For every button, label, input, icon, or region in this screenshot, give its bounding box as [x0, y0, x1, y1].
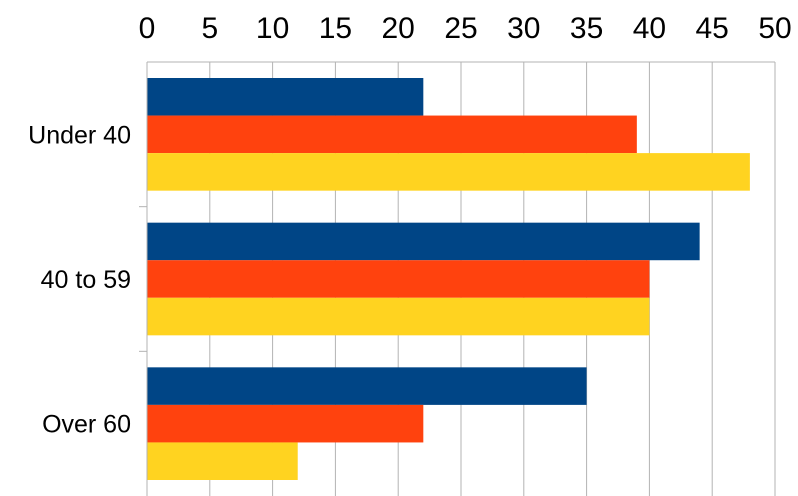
x-tick-label-50: 50: [758, 12, 791, 45]
bar-under-40-series-3: [147, 153, 750, 191]
bar-over-60-series-3: [147, 442, 298, 480]
x-tick-label-35: 35: [570, 12, 603, 45]
x-tick-label-0: 0: [139, 12, 156, 45]
bar-40-to-59-series-1: [147, 222, 700, 261]
category-label-40-to-59: 40 to 59: [41, 266, 131, 294]
x-tick-label-40: 40: [633, 12, 666, 45]
x-tick-label-45: 45: [696, 12, 729, 45]
x-tick-label-30: 30: [507, 12, 540, 45]
x-tick-labels: 0 5 10 15 20 25 30 35 40 45 50: [139, 12, 792, 45]
bar-40-to-59-series-3: [147, 297, 650, 336]
bar-under-40-series-1: [147, 78, 424, 116]
x-tick-label-20: 20: [382, 12, 415, 45]
x-tick-label-5: 5: [201, 12, 218, 45]
category-label-over-60: Over 60: [42, 411, 131, 439]
bar-40-to-59-series-2: [147, 260, 650, 298]
bar-under-40-series-2: [147, 115, 637, 154]
axis-layer: [139, 61, 775, 496]
bar-layer: [147, 78, 750, 480]
x-tick-label-25: 25: [444, 12, 477, 45]
category-labels: Under 40 40 to 59 Over 60: [28, 121, 131, 438]
bar-over-60-series-1: [147, 367, 587, 405]
x-tick-label-15: 15: [319, 12, 352, 45]
x-tick-label-10: 10: [256, 12, 289, 45]
category-label-under-40: Under 40: [28, 121, 131, 149]
bar-over-60-series-2: [147, 404, 424, 443]
